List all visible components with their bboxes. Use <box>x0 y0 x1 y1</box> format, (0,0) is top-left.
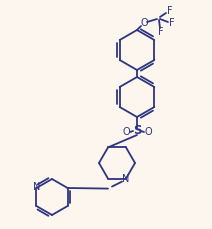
Text: S: S <box>133 125 141 137</box>
Text: N: N <box>122 174 130 184</box>
Text: O: O <box>140 18 148 28</box>
Text: F: F <box>167 6 173 16</box>
Text: O: O <box>144 127 152 137</box>
Text: O: O <box>122 127 130 137</box>
Text: N: N <box>33 182 40 192</box>
Text: F: F <box>169 18 175 28</box>
Text: F: F <box>158 27 164 37</box>
